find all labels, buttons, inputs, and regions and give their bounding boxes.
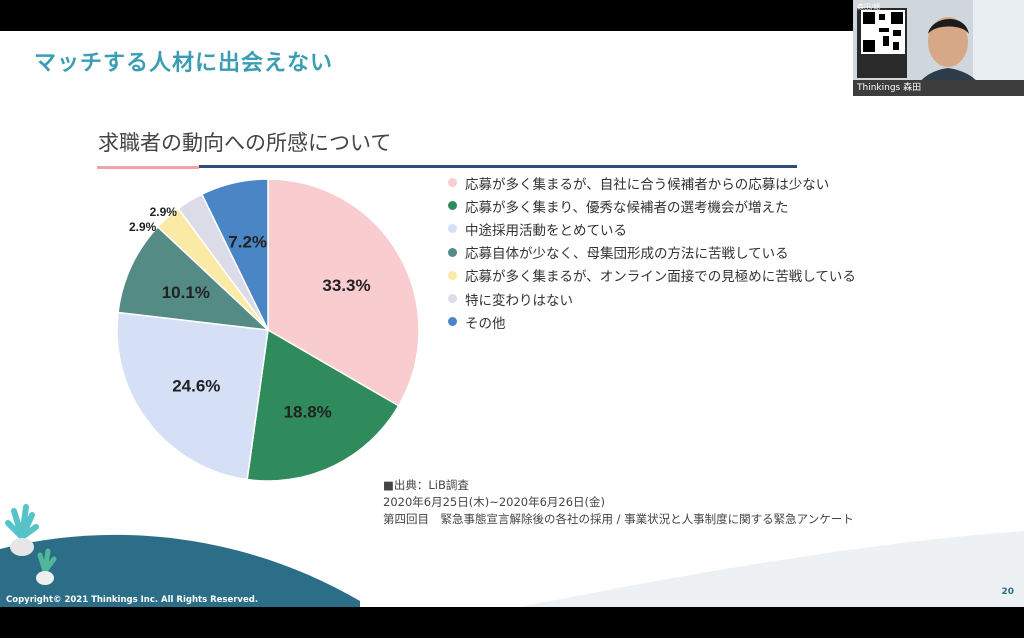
- legend-item-4: 応募自体が少なく、母集団形成の方法に苦戦している: [448, 241, 856, 264]
- subtitle-underline-accent: [97, 166, 199, 169]
- webcam-top-label: 森田/総: [857, 3, 881, 11]
- legend-dot-icon: [448, 317, 457, 327]
- legend-dot-icon: [448, 178, 457, 188]
- legend-item-7: その他: [448, 310, 856, 333]
- pie-slice-4: [117, 225, 271, 332]
- legend-dot-icon: [448, 270, 457, 280]
- legend-dot-icon: [448, 247, 457, 257]
- legend-item-2: 応募が多く集まり、優秀な候補者の選考機会が増えた: [448, 194, 856, 217]
- legend-dot-icon: [448, 201, 457, 211]
- pie-label-2: 18.8%: [284, 402, 332, 421]
- legend-item-5: 応募が多く集まるが、オンライン面接での見極めに苦戦している: [448, 264, 856, 287]
- pie-slice-2: [246, 328, 400, 482]
- page-number: 20: [1001, 587, 1014, 597]
- legend-dot-icon: [448, 224, 457, 234]
- footer-wave: [0, 504, 1024, 607]
- pie-label-4: 10.1%: [162, 283, 210, 302]
- pie-slice-7: [200, 178, 269, 331]
- webcam-name-bar: [853, 80, 1024, 96]
- pie-label-7: 7.2%: [228, 233, 267, 252]
- legend-item-6: 特に変わりはない: [448, 287, 856, 310]
- pie-label-1: 33.3%: [322, 276, 370, 295]
- webcam-overlay: 森田/総 Thinkings 森田: [853, 0, 1024, 96]
- chart-legend: 応募が多く集まるが、自社に合う候補者からの応募は少ない 応募が多く集まり、優秀な候…: [448, 171, 856, 333]
- pie-slice-1: [267, 178, 420, 407]
- legend-label: 応募が多く集まり、優秀な候補者の選考機会が増えた: [465, 199, 789, 216]
- small-plant-icon: [36, 548, 57, 585]
- plant-icon: [5, 504, 39, 556]
- legend-label: 応募が多く集まるが、自社に合う候補者からの応募は少ない: [465, 176, 830, 193]
- legend-item-3: 中途採用活動をとめている: [448, 217, 856, 240]
- legend-label: 応募が多く集まるが、オンライン面接での見極めに苦戦している: [465, 269, 856, 286]
- legend-item-1: 応募が多く集まるが、自社に合う候補者からの応募は少ない: [448, 171, 856, 194]
- pie-label-3: 24.6%: [172, 376, 220, 395]
- source-survey: 第四回目 緊急事態宣言解除後の各社の採用 / 事業状況と人事制度に関する緊急アン…: [383, 512, 854, 526]
- legend-label: 応募自体が少なく、母集団形成の方法に苦戦している: [465, 246, 789, 263]
- pie-slice-3: [116, 311, 269, 481]
- qr-code-icon: [861, 10, 905, 54]
- source-note: ■出典：LiB調査 2020年6月25日(木)~2020年6月26日(金) 第四…: [383, 477, 854, 528]
- legend-dot-icon: [448, 294, 457, 304]
- source-date: 2020年6月25日(木)~2020年6月26日(金): [383, 495, 606, 509]
- legend-label: 中途採用活動をとめている: [465, 222, 627, 239]
- slide-heading: マッチする人材に出会えない: [34, 51, 334, 76]
- presentation-slide: マッチする人材に出会えない 求職者の動向への所感について 33.3% 18.8% 2…: [0, 31, 1024, 607]
- pie-label-5: 2.9%: [129, 220, 157, 234]
- presenter-name: Thinkings 森田: [857, 83, 922, 93]
- legend-label: 特に変わりはない: [465, 292, 573, 309]
- subtitle-underline: [199, 165, 797, 168]
- source-title: ■出典：LiB調査: [383, 478, 469, 492]
- copyright-text: Copyright© 2021 Thinkings Inc. All Right…: [6, 595, 259, 605]
- pie-label-6: 2.9%: [150, 205, 178, 219]
- chart-subtitle: 求職者の動向への所感について: [98, 131, 392, 155]
- pie-chart: 33.3% 18.8% 24.6% 10.1% 2.9%2.9% 7.2%: [116, 178, 420, 482]
- legend-label: その他: [465, 315, 506, 332]
